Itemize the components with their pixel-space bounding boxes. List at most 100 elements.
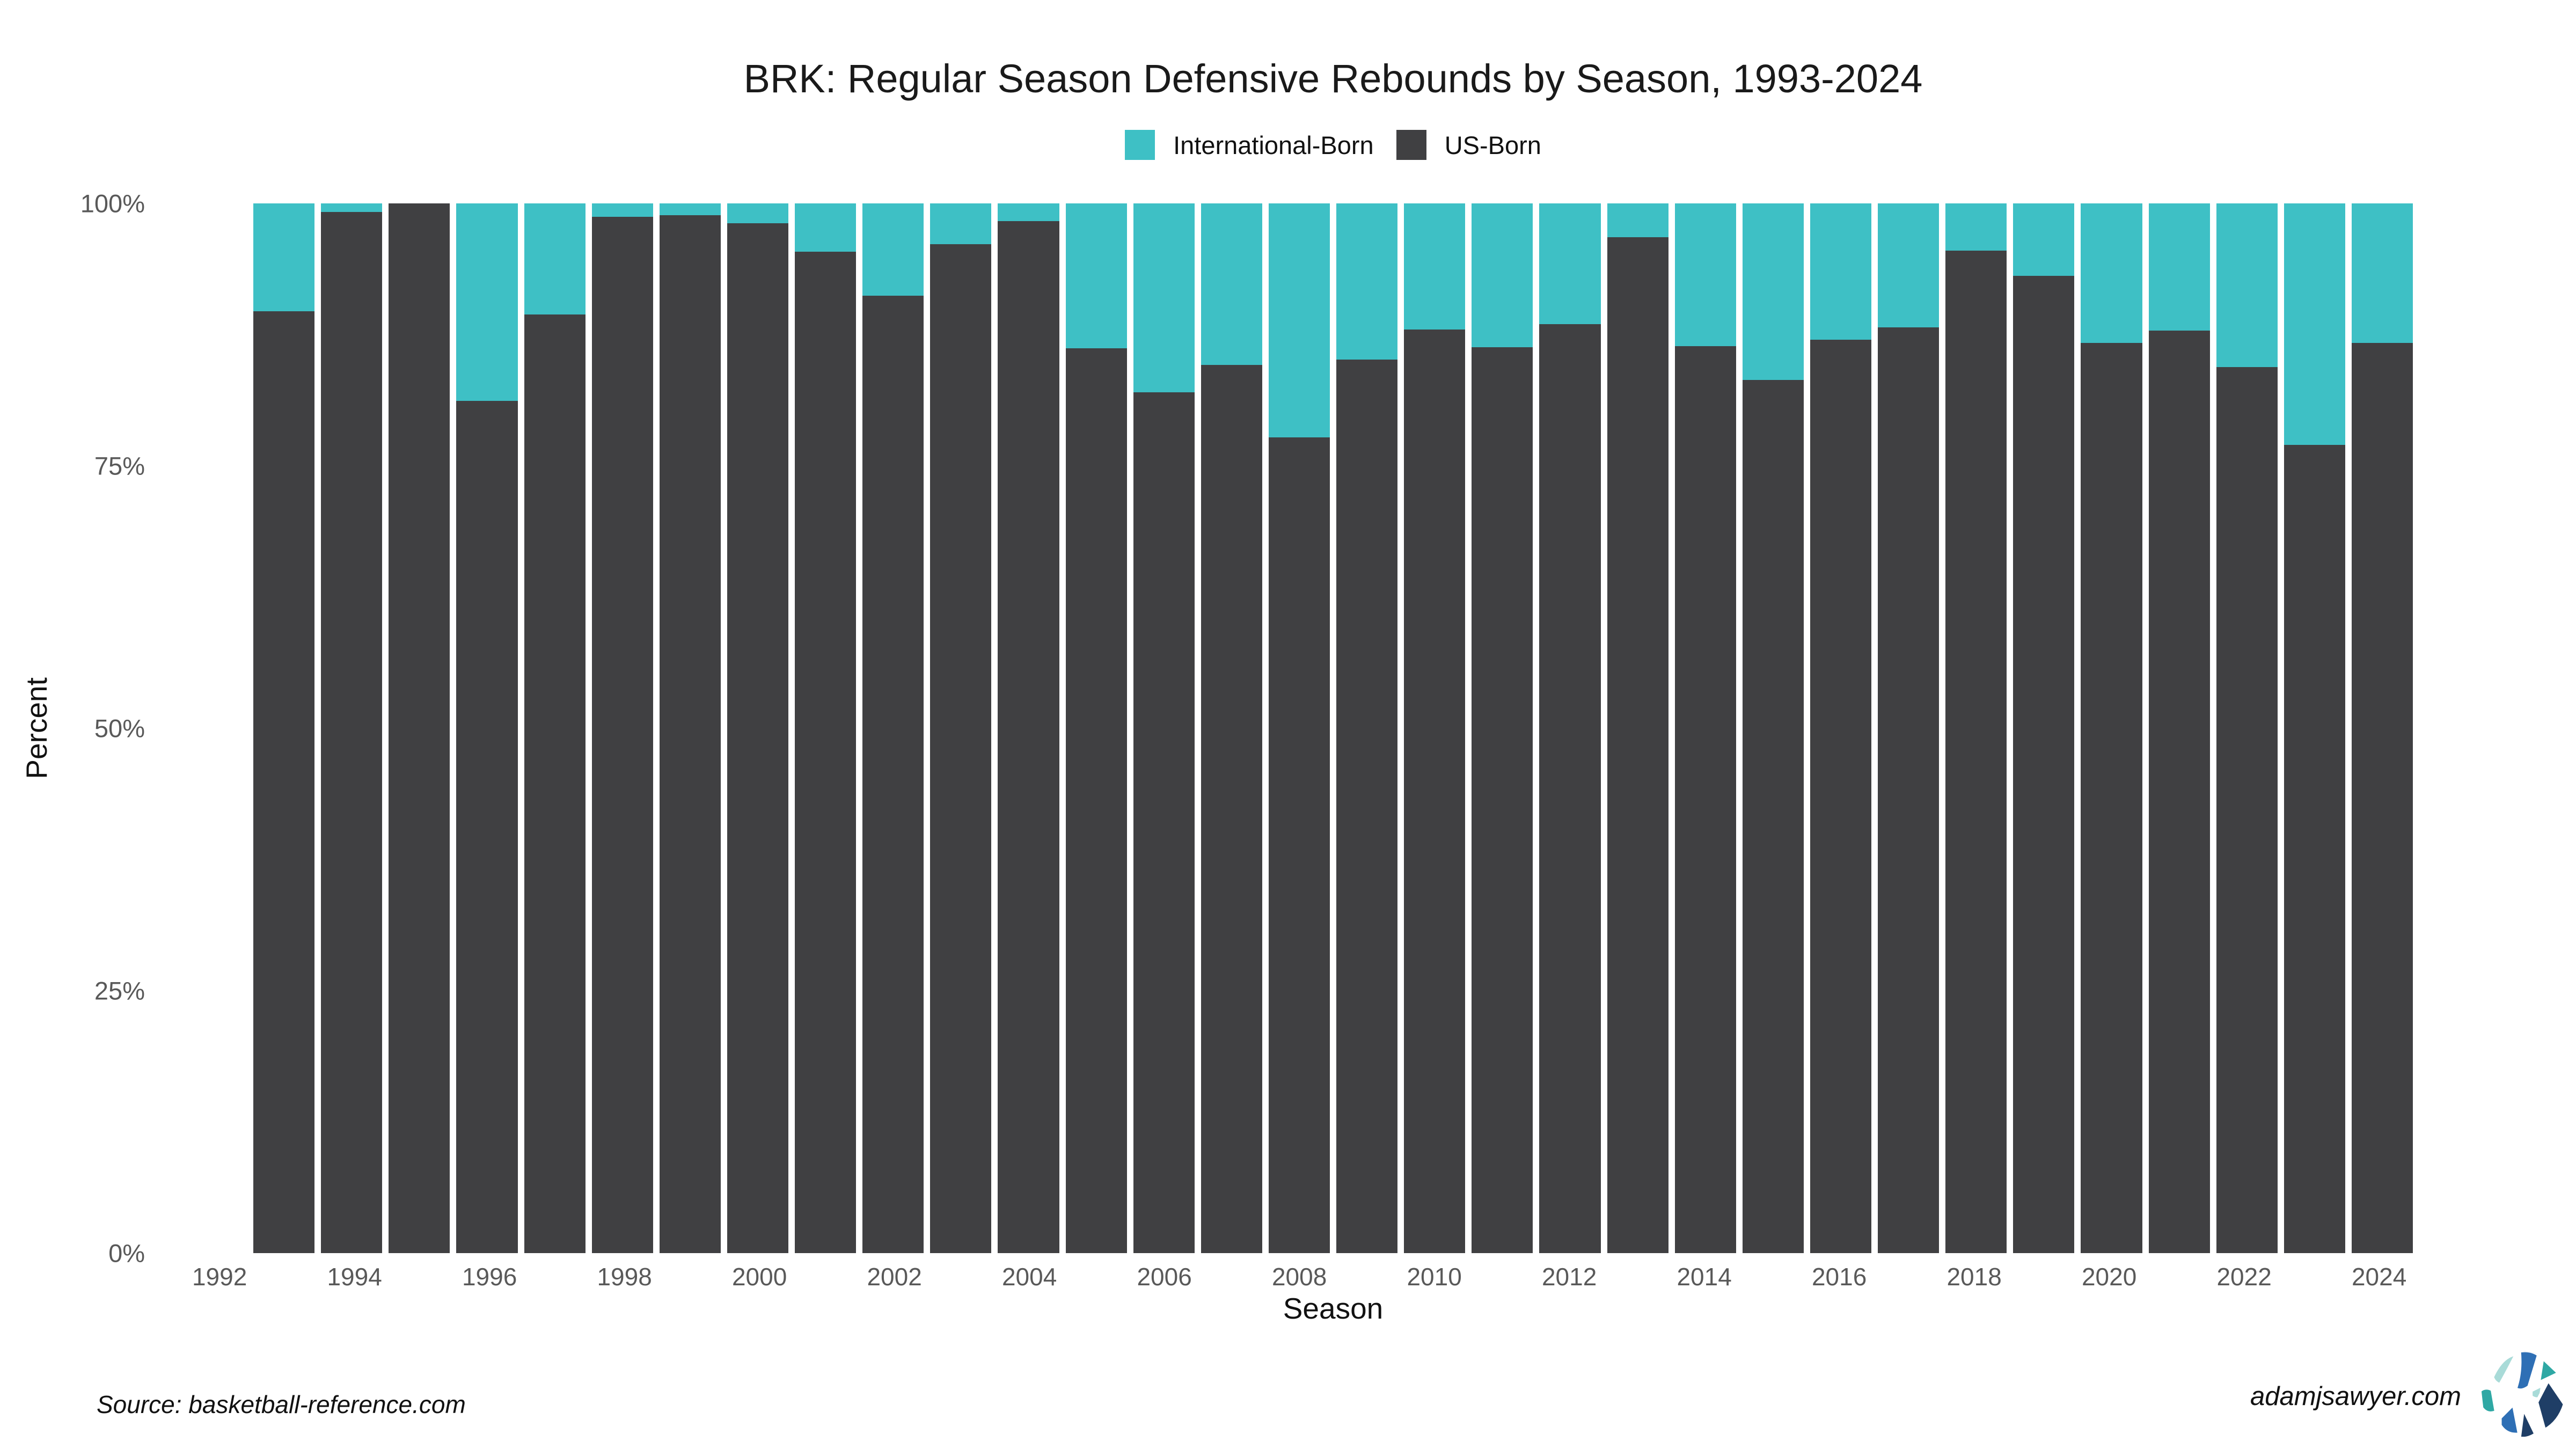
bar-2010 xyxy=(1404,203,1466,1253)
x-axis-labels: 1992 1994 1996 1998 2000 2002 2004 2006 2008 2010… xyxy=(192,1262,2413,1294)
bar-segment-international-2008 xyxy=(1268,203,1330,438)
bar-segment-international-2012 xyxy=(1539,203,1601,324)
bar-2018 xyxy=(1945,203,2007,1253)
bar-segment-international-2020 xyxy=(2081,203,2142,343)
bar-2019 xyxy=(2013,203,2075,1253)
brand-logo-icon xyxy=(2478,1351,2567,1440)
bar-2024 xyxy=(2351,203,2413,1253)
bar-segment-international-1996 xyxy=(456,203,518,401)
bar-2000 xyxy=(727,203,788,1253)
bar-1995 xyxy=(389,203,450,1253)
bar-2015 xyxy=(1742,203,1804,1253)
bar-2022 xyxy=(2216,203,2278,1253)
bar-2004 xyxy=(998,203,1059,1253)
bar-segment-international-2019 xyxy=(2013,203,2075,276)
bar-segment-international-2005 xyxy=(1065,203,1127,348)
bar-segment-us-2023 xyxy=(2284,444,2345,1253)
bar-segment-international-1999 xyxy=(659,203,721,215)
x-tick-label-2012: 2012 xyxy=(1541,1263,1597,1291)
bar-segment-us-1997 xyxy=(524,314,586,1253)
x-axis-title: Season xyxy=(1283,1292,1384,1325)
bar-segment-international-1997 xyxy=(524,203,586,315)
x-tick-label-2014: 2014 xyxy=(1677,1263,1732,1291)
legend-label-international: International-Born xyxy=(1173,130,1374,159)
bar-2001 xyxy=(795,203,857,1253)
bar-segment-us-1995 xyxy=(389,203,450,1253)
bar-segment-us-2013 xyxy=(1607,237,1668,1253)
x-tick-label-2020: 2020 xyxy=(2081,1263,2137,1291)
x-tick-label-2010: 2010 xyxy=(1407,1263,1462,1291)
x-tick-label-1994: 1994 xyxy=(327,1263,382,1291)
bar-segment-us-2018 xyxy=(1945,251,2007,1253)
bar-2006 xyxy=(1133,203,1195,1253)
y-tick-label-0: 0% xyxy=(108,1239,145,1268)
y-tick-label-75: 75% xyxy=(94,451,145,480)
bar-2002 xyxy=(862,203,924,1253)
bar-2021 xyxy=(2148,203,2210,1253)
y-tick-label-25: 25% xyxy=(94,976,145,1005)
x-tick-label-2024: 2024 xyxy=(2351,1263,2407,1291)
bar-segment-international-2007 xyxy=(1201,203,1262,365)
bar-segment-us-2008 xyxy=(1268,437,1330,1253)
x-tick-label-2016: 2016 xyxy=(1811,1263,1867,1291)
bar-segment-us-2019 xyxy=(2013,275,2075,1253)
bar-segment-us-2012 xyxy=(1539,324,1601,1253)
bar-segment-us-2024 xyxy=(2351,343,2413,1253)
brand: adamjsawyer.com xyxy=(2250,1348,2570,1445)
source-credit: Source: basketball-reference.com xyxy=(97,1391,466,1418)
x-tick-label-1992: 1992 xyxy=(192,1263,247,1291)
bar-segment-us-2002 xyxy=(862,296,924,1253)
x-tick-label-2000: 2000 xyxy=(731,1263,787,1291)
legend-label-us: US-Born xyxy=(1444,130,1541,159)
legend-swatch-us-icon xyxy=(1396,130,1426,160)
bar-2007 xyxy=(1201,203,1262,1253)
bar-segment-us-1993 xyxy=(253,311,315,1253)
bar-segment-international-2017 xyxy=(1878,203,1940,327)
x-tick-label-2008: 2008 xyxy=(1271,1263,1327,1291)
bar-segment-international-2003 xyxy=(930,203,992,245)
bar-2020 xyxy=(2081,203,2142,1253)
bar-segment-us-1996 xyxy=(456,400,518,1253)
bar-1993 xyxy=(253,203,315,1253)
bar-segment-international-2014 xyxy=(1674,203,1736,347)
bar-1999 xyxy=(659,203,721,1253)
bar-2009 xyxy=(1336,203,1398,1253)
y-tick-label-100: 100% xyxy=(80,189,145,218)
bar-segment-us-1998 xyxy=(591,217,653,1253)
bar-segment-us-2004 xyxy=(998,221,1059,1253)
bar-segment-international-2006 xyxy=(1133,203,1195,393)
bar-segment-international-1998 xyxy=(591,203,653,217)
bar-2003 xyxy=(930,203,992,1253)
bar-segment-us-2014 xyxy=(1674,346,1736,1253)
bar-segment-us-2003 xyxy=(930,244,992,1253)
bar-segment-us-2016 xyxy=(1810,340,1871,1253)
x-tick-label-2022: 2022 xyxy=(2216,1263,2272,1291)
bar-2005 xyxy=(1065,203,1127,1253)
bar-1996 xyxy=(456,203,518,1253)
x-tick-label-1998: 1998 xyxy=(597,1263,652,1291)
bar-segment-us-1999 xyxy=(659,215,721,1253)
bar-segment-us-2005 xyxy=(1065,348,1127,1253)
bar-1998 xyxy=(591,203,653,1253)
bar-2014 xyxy=(1674,203,1736,1253)
bar-segment-international-2013 xyxy=(1607,203,1668,237)
x-tick-label-2002: 2002 xyxy=(867,1263,922,1291)
bar-segment-international-2002 xyxy=(862,203,924,296)
bar-1994 xyxy=(321,203,383,1253)
bar-segment-international-2000 xyxy=(727,203,788,224)
bar-segment-international-2011 xyxy=(1472,203,1533,347)
bar-segment-international-1994 xyxy=(321,203,383,212)
bar-segment-us-2015 xyxy=(1742,379,1804,1253)
y-axis-labels: 100% 75% 50% 25% 0% xyxy=(0,189,150,1268)
bar-2017 xyxy=(1878,203,1940,1253)
bar-segment-international-1993 xyxy=(253,203,315,312)
legend-swatch-international-icon xyxy=(1125,130,1155,160)
x-tick-label-1996: 1996 xyxy=(462,1263,517,1291)
bar-segment-us-2022 xyxy=(2216,367,2278,1253)
bar-segment-international-2001 xyxy=(795,203,857,252)
site-credit: adamjsawyer.com xyxy=(2250,1382,2461,1411)
x-tick-label-2018: 2018 xyxy=(1946,1263,2002,1291)
bar-segment-international-2009 xyxy=(1336,203,1398,360)
bar-segment-international-2024 xyxy=(2351,203,2413,343)
